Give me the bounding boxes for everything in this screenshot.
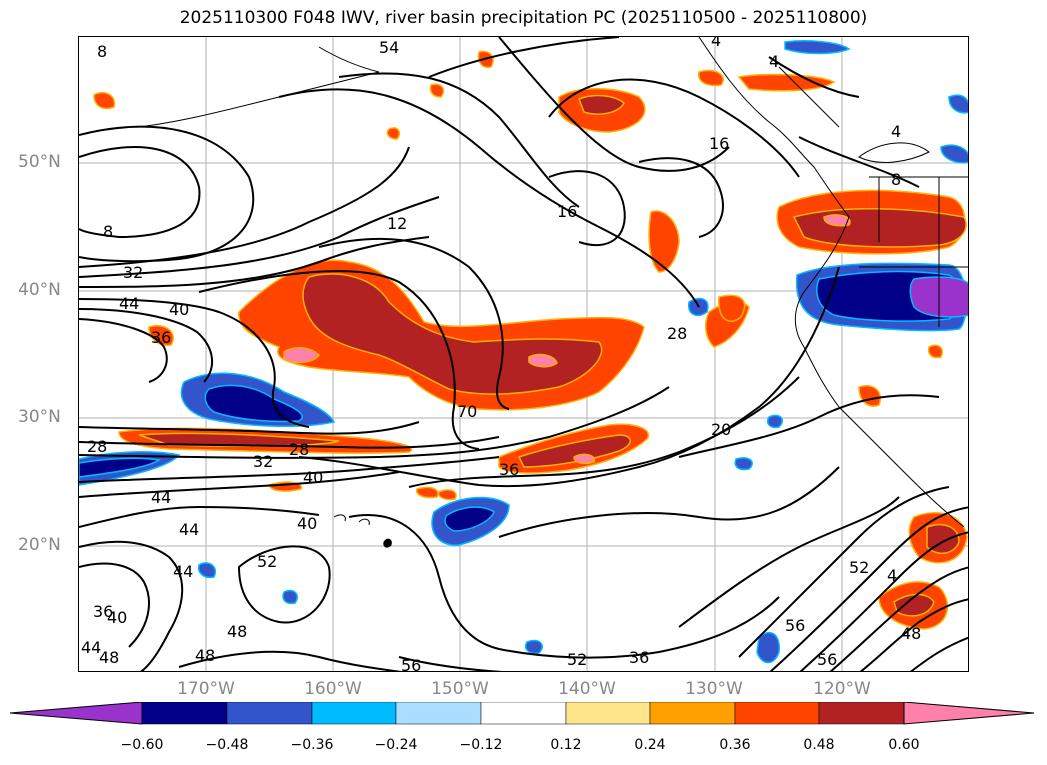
colorbar-swatch — [818, 702, 905, 725]
colorbar-tick: −0.12 — [459, 737, 503, 753]
contour-label: 48 — [195, 646, 215, 665]
lat-label-30n: 30°N — [18, 407, 61, 427]
coastlines — [138, 37, 968, 548]
contour-label: 52 — [257, 552, 277, 571]
colorbar-swatch — [480, 702, 567, 725]
contour-label: 8 — [103, 222, 113, 241]
colorbar-tick: 0.48 — [803, 737, 835, 753]
contour-label: 4 — [769, 52, 779, 71]
contour-label: 16 — [557, 202, 577, 221]
lat-label-50n: 50°N — [18, 152, 61, 172]
colorbar-swatch — [141, 702, 228, 725]
contour-label: 56 — [817, 650, 837, 669]
colorbar-tick: 0.12 — [550, 737, 582, 753]
contour-label: 16 — [709, 134, 729, 153]
contour-label: 4 — [711, 37, 721, 50]
colorbar-tick: −0.48 — [205, 737, 249, 753]
colorbar-tick: 0.36 — [719, 737, 751, 753]
lon-label-170w: 170°W — [177, 679, 235, 699]
contour-label: 4 — [887, 566, 897, 585]
contour-label: 44 — [179, 520, 199, 539]
contour-label: 32 — [123, 263, 143, 282]
contour-label: 8 — [891, 170, 901, 189]
contour-label: 36 — [499, 460, 519, 479]
colorbar-swatch — [734, 702, 820, 725]
contour-label: 8 — [97, 42, 107, 61]
colorbar-tick: 0.24 — [634, 737, 666, 753]
contour-label: 40 — [297, 514, 317, 533]
contour-label: 52 — [567, 650, 587, 669]
colorbar-swatch — [649, 702, 736, 725]
colorbar-swatch — [565, 702, 651, 725]
contour-label: 36 — [151, 328, 171, 347]
contour-label: 40 — [107, 608, 127, 627]
contour-label: 12 — [387, 214, 407, 233]
contour-label: 52 — [849, 558, 869, 577]
contour-label: 54 — [379, 38, 399, 57]
contour-label: 36 — [93, 602, 113, 621]
colorbar-swatch — [226, 702, 313, 725]
colorbar-extend-right — [903, 702, 1035, 725]
contour-label: 44 — [119, 294, 139, 313]
colorbar-tick: −0.36 — [290, 737, 334, 753]
contour-label: 56 — [785, 616, 805, 635]
contour-labels: 8 8 12 16 16 4 4 4 8 32 44 40 36 28 28 3… — [81, 37, 921, 672]
colorbar-swatch — [395, 702, 482, 725]
precipitation-shading — [93, 50, 968, 630]
lon-label-160w: 160°W — [304, 679, 362, 699]
contour-label: 48 — [99, 648, 119, 667]
colorbar-tick: −0.24 — [374, 737, 418, 753]
lon-label-150w: 150°W — [431, 679, 489, 699]
contour-label: 36 — [629, 648, 649, 667]
colorbar-tick: −0.60 — [120, 737, 164, 753]
contour-label: 48 — [227, 622, 247, 641]
iwv-contours — [79, 37, 968, 671]
lon-label-140w: 140°W — [558, 679, 616, 699]
lat-label-20n: 20°N — [18, 535, 61, 555]
contour-label: 56 — [401, 656, 421, 672]
colorbar-extend-left — [10, 702, 143, 725]
colorbar-swatch — [311, 702, 397, 725]
contour-label: 20 — [711, 420, 731, 439]
lat-label-40n: 40°N — [18, 280, 61, 300]
contour-label: 4 — [891, 122, 901, 141]
map-canvas[interactable]: 8 8 12 16 16 4 4 4 8 32 44 40 36 28 28 3… — [79, 37, 969, 672]
lon-label-120w: 120°W — [813, 679, 871, 699]
contour-label: 32 — [253, 452, 273, 471]
colorbar-tick: 0.60 — [888, 737, 920, 753]
contour-label: 40 — [303, 468, 323, 487]
colorbar — [10, 702, 1035, 725]
contour-label: 28 — [87, 437, 107, 456]
contour-label: 28 — [289, 440, 309, 459]
map-title: 2025110300 F048 IWV, river basin precipi… — [179, 8, 868, 28]
contour-label: 48 — [901, 624, 921, 643]
contour-label: 40 — [169, 300, 189, 319]
contour-label: 28 — [667, 324, 687, 343]
map-panel[interactable]: 8 8 12 16 16 4 4 4 8 32 44 40 36 28 28 3… — [78, 36, 969, 672]
lon-label-130w: 130°W — [685, 679, 743, 699]
contour-label: 44 — [151, 488, 171, 507]
contour-label: 44 — [173, 562, 193, 581]
contour-label: 44 — [81, 638, 101, 657]
contour-label: 70 — [457, 402, 477, 421]
